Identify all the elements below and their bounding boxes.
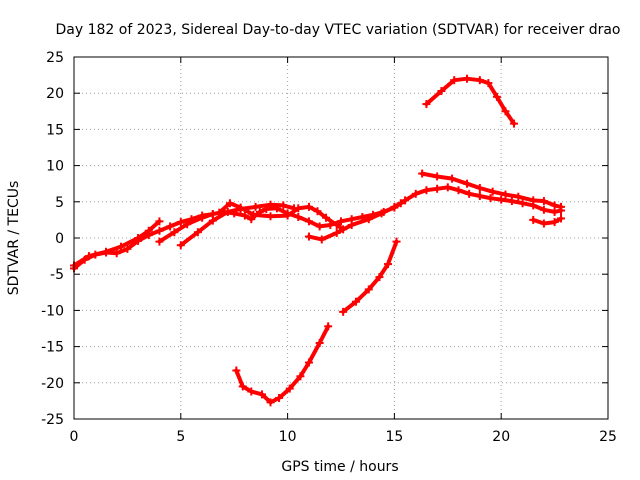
y-tick-label: -25 xyxy=(41,412,64,428)
series-line-track-main-lower xyxy=(72,185,563,271)
series-markers-track-rise xyxy=(339,237,401,316)
series-markers-track-upper-6 xyxy=(418,169,566,211)
x-tick-label: 15 xyxy=(385,429,403,445)
series-line-track-upper-1 xyxy=(72,219,162,268)
y-tick-label: -10 xyxy=(41,303,64,319)
series-line-track-rise xyxy=(341,239,399,314)
series-markers-track-upper-1 xyxy=(70,217,164,270)
x-tick-label: 10 xyxy=(279,429,297,445)
y-tick-label: 25 xyxy=(46,50,64,66)
series-markers-track-main-lower xyxy=(70,183,566,273)
y-axis-label: SDTVAR / TECUs xyxy=(6,181,22,296)
x-axis-label: GPS time / hours xyxy=(281,459,398,475)
y-tick-label: -15 xyxy=(41,340,64,356)
x-tick-label: 25 xyxy=(599,429,617,445)
series-markers-track-upper-4 xyxy=(215,199,348,234)
grid xyxy=(74,57,608,419)
data-series xyxy=(70,74,566,407)
y-tick-label: -5 xyxy=(50,267,64,283)
y-tick-label: 15 xyxy=(46,122,64,138)
y-tick-label: 10 xyxy=(46,159,64,175)
x-tick-label: 20 xyxy=(492,429,510,445)
y-tick-label: -20 xyxy=(41,376,64,392)
y-tick-label: 20 xyxy=(46,86,64,102)
series-markers-track-arc-high xyxy=(422,74,519,128)
x-tick-label: 0 xyxy=(70,429,79,445)
y-tick-label: 0 xyxy=(55,231,64,247)
series-markers-track-dip xyxy=(232,322,333,407)
series-line-track-upper-5 xyxy=(307,201,403,242)
x-tick-label: 5 xyxy=(176,429,185,445)
chart-title: Day 182 of 2023, Sidereal Day-to-day VTE… xyxy=(55,22,620,38)
series-markers-track-upper-7 xyxy=(529,214,566,228)
axis-ticks: 0 5 10 15 20 25 25 20 15 10 5 0 -5 -10 -15 -20 -25 xyxy=(41,50,617,445)
y-tick-label: 5 xyxy=(55,195,64,211)
series-markers-track-upper-5 xyxy=(304,199,405,244)
series-line-track-upper-7 xyxy=(531,216,563,226)
